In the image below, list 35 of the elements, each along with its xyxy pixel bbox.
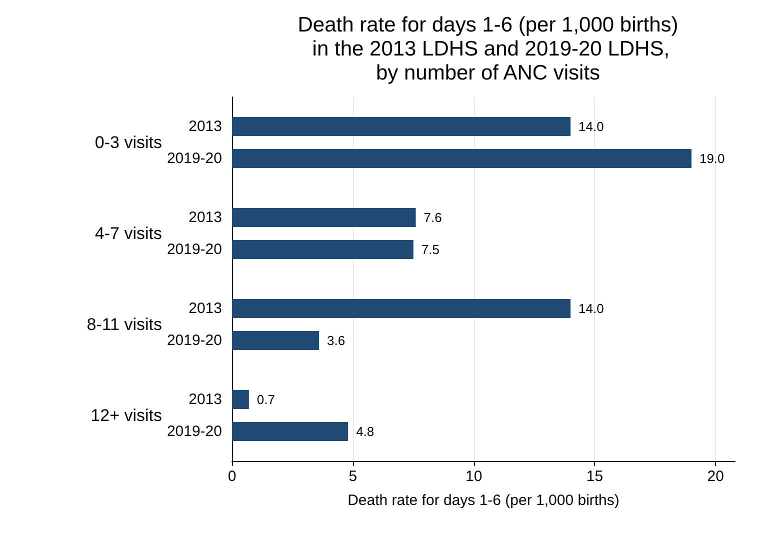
data-label: 4.8 [356, 424, 374, 439]
text: 2013 [188, 391, 222, 408]
x-tick-label: 20 [707, 468, 724, 485]
y-tick-label: 4-7 visits [94, 224, 162, 243]
text: 2013 [188, 300, 222, 317]
bar [232, 330, 320, 350]
data-label: 7.5 [421, 242, 440, 257]
data-label: 0.7 [256, 392, 276, 408]
x-axis-title: Death rate for days 1-6 (per 1,000 births) [348, 492, 620, 509]
data-label: 19.0 [699, 150, 725, 166]
bar [232, 148, 692, 168]
chart-title: Death rate for days 1-6 (per 1,000 births) in the 2013 LDHS and 2019-20 LDHS, by number of ANC visits [298, 14, 678, 84]
bar [232, 299, 571, 318]
bar [232, 117, 571, 136]
bar [232, 422, 348, 441]
data-label: 3.6 [327, 332, 346, 348]
series-label: 2019-20 [166, 150, 222, 167]
bar [232, 240, 414, 259]
x-tick-label: 0 [228, 468, 236, 485]
x-tick-label: 5 [348, 468, 358, 485]
y-tick-label: 0-3 visits [94, 133, 162, 152]
bar [232, 208, 416, 228]
text: 2019-20 [166, 241, 222, 258]
text: 2019-20 [166, 423, 222, 440]
series-label: 2013 [188, 118, 222, 135]
data-label: 7.6 [424, 210, 442, 226]
y-tick-label: 8-11 visits [86, 315, 162, 334]
data-label: 14.0 [578, 301, 604, 316]
x-tick-label: 15 [586, 468, 604, 485]
text: 2019-20 [166, 332, 222, 349]
x-tick-label: 10 [465, 468, 482, 485]
data-label: 14.0 [578, 119, 604, 134]
bar [232, 390, 249, 410]
y-tick-label: 12+ visits [90, 406, 162, 425]
text: 2013 [188, 209, 222, 226]
